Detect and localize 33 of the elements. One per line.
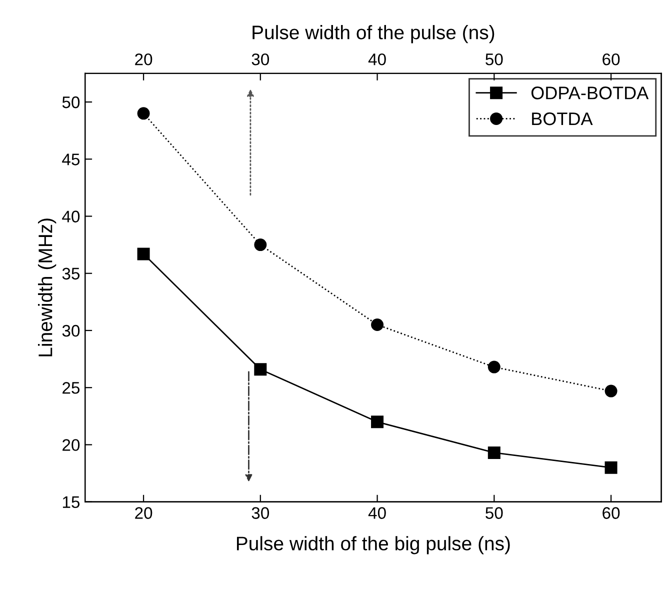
point: [371, 318, 384, 332]
point: [604, 384, 618, 398]
x2-tick-label: 50: [486, 53, 503, 66]
y-tick-label: 20: [62, 439, 80, 451]
legend-label: ODPA-BOTDA: [531, 86, 649, 100]
x2-tick-label: 40: [368, 53, 386, 66]
point: [137, 248, 150, 260]
x-tick-label: 60: [602, 507, 620, 519]
y-axis-title: Linewidth (MHz): [38, 218, 56, 356]
legend-label: BOTDA: [532, 112, 593, 126]
x2-tick-label: 30: [252, 53, 270, 66]
x-tick-label: 30: [252, 507, 270, 519]
y-tick-label: 30: [62, 324, 80, 337]
x2-tick-label: 20: [135, 53, 152, 66]
x2-tick-label: 60: [602, 53, 620, 66]
x2-axis-title: Pulse width of the pulse (ns): [252, 25, 494, 44]
x-axis-title: Pulse width of the big pulse (ns): [236, 536, 510, 554]
x-tick-label: 40: [368, 507, 386, 519]
x-tick-label: 50: [486, 507, 503, 519]
y-tick-label: 40: [62, 210, 80, 222]
point: [254, 238, 267, 252]
y-tick-label: 50: [62, 96, 80, 108]
point: [604, 461, 618, 474]
point: [137, 107, 150, 120]
point: [488, 446, 500, 459]
point: [488, 360, 500, 374]
x-tick-label: 20: [135, 507, 152, 519]
point: [254, 363, 267, 376]
point: [371, 416, 384, 428]
y-tick-label: 25: [62, 382, 80, 394]
y-tick-label: 45: [62, 154, 80, 166]
y-tick-label: 15: [62, 496, 80, 508]
y-tick-label: 35: [62, 268, 80, 280]
